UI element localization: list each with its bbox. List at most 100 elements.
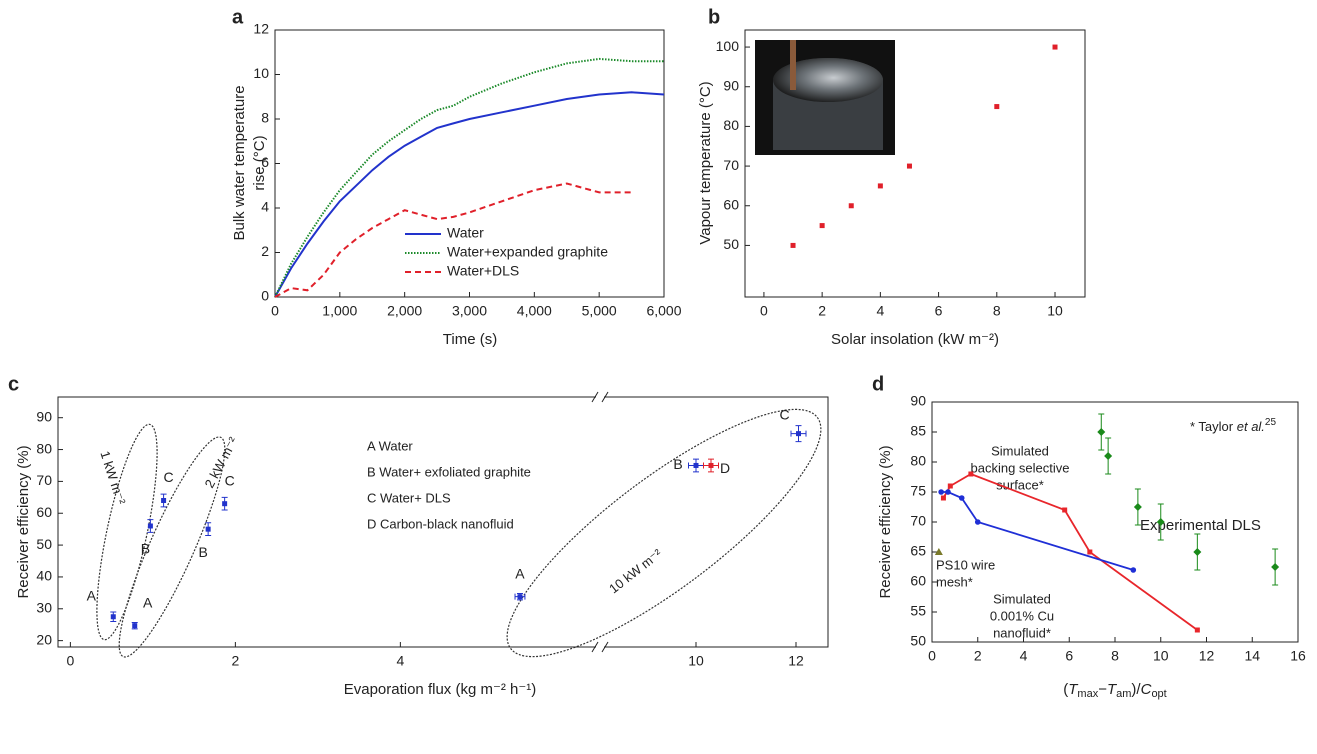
marker xyxy=(1104,452,1113,460)
annotation-part: et al. xyxy=(1237,419,1265,434)
marker xyxy=(796,431,801,437)
point-label: A xyxy=(87,587,97,603)
y-axis-label: Receiver efficiency (%) xyxy=(877,445,894,598)
group-label: 10 kW m⁻² xyxy=(606,546,665,597)
x-tick-label: 4 xyxy=(876,303,884,319)
marker xyxy=(147,523,153,529)
point-label: A xyxy=(143,594,153,610)
y-tick-label: 50 xyxy=(723,236,739,252)
y-tick-label: 75 xyxy=(910,483,926,499)
annotation: Experimental DLS xyxy=(1140,517,1261,534)
y-tick-label: 65 xyxy=(910,543,926,559)
marker xyxy=(958,495,965,501)
marker xyxy=(693,462,699,468)
legend-label: Water+expanded graphite xyxy=(447,244,608,260)
y-axis-label: Receiver efficiency (%) xyxy=(15,445,32,598)
y-tick-label: 100 xyxy=(716,38,740,54)
marker xyxy=(1156,518,1165,526)
annotation-part: * Taylor xyxy=(1190,419,1237,434)
panel-label: c xyxy=(8,373,19,395)
marker xyxy=(517,594,523,600)
panel-label: a xyxy=(232,6,244,28)
x-tick-label: 4 xyxy=(1020,648,1028,664)
marker xyxy=(222,501,228,507)
x-tick-label: 0 xyxy=(271,303,279,319)
y-tick-label: 60 xyxy=(36,504,52,520)
label-part: ( xyxy=(1063,681,1068,698)
annotation: mesh* xyxy=(936,574,973,589)
group-label: 1 kW m⁻² xyxy=(97,449,129,507)
point-label: B xyxy=(198,544,207,560)
annotation: Simulated xyxy=(991,443,1049,458)
y-tick-label: 0 xyxy=(261,288,269,304)
y-tick-label: 80 xyxy=(910,453,926,469)
legend-label: Water+DLS xyxy=(447,263,519,279)
y-tick-label: 70 xyxy=(910,513,926,529)
y-tick-label: 60 xyxy=(910,573,926,589)
marker xyxy=(1130,567,1137,573)
axis-break-gap xyxy=(596,395,604,399)
x-tick-label: 6,000 xyxy=(646,303,681,319)
y-tick-label: 55 xyxy=(910,603,926,619)
y-tick-label: 90 xyxy=(723,77,739,93)
label-part: )/ xyxy=(1131,681,1141,698)
y-tick-label: 40 xyxy=(36,568,52,584)
x-tick-label: 4 xyxy=(396,653,404,669)
label-part: am xyxy=(1116,688,1131,700)
x-tick-label: 3,000 xyxy=(452,303,487,319)
marker xyxy=(161,498,167,504)
y-axis-label: Bulk water temperature xyxy=(231,85,248,240)
y-axis-label: rise (°C) xyxy=(251,135,268,190)
annotation: C Water+ DLS xyxy=(367,490,451,505)
x-tick-label: 12 xyxy=(1199,648,1215,664)
legend-label: Water xyxy=(447,225,484,241)
x-tick-label: 10 xyxy=(1153,648,1169,664)
y-tick-label: 2 xyxy=(261,243,269,259)
label-part: C xyxy=(1141,681,1152,698)
y-tick-label: 70 xyxy=(723,157,739,173)
group-ellipses xyxy=(96,408,822,658)
marker xyxy=(994,104,1000,110)
plot-frame xyxy=(57,396,829,648)
y-tick-label: 85 xyxy=(910,423,926,439)
marker xyxy=(934,548,943,555)
series-line xyxy=(274,182,632,298)
marker xyxy=(940,495,946,501)
marker xyxy=(1133,503,1142,511)
marker xyxy=(132,623,138,629)
marker xyxy=(1062,507,1068,513)
point-label: C xyxy=(164,469,174,485)
label-part: max xyxy=(1077,688,1098,700)
plot-frame xyxy=(744,29,1086,298)
marker xyxy=(1087,549,1093,555)
marker xyxy=(968,471,974,477)
x-tick-label: 0 xyxy=(760,303,768,319)
marker xyxy=(1271,563,1280,571)
y-tick-label: 4 xyxy=(261,199,269,215)
axis-break xyxy=(601,391,609,403)
marker xyxy=(938,489,944,495)
group-label: 2 kW m⁻² xyxy=(201,434,240,490)
y-tick-label: 50 xyxy=(36,536,52,552)
axis-break-gap xyxy=(596,645,604,649)
x-axis-label: (Tmax−Tam)/Copt xyxy=(1063,681,1166,700)
x-tick-label: 2 xyxy=(231,653,239,669)
panel-label: b xyxy=(708,6,720,28)
annotation: nanofluid* xyxy=(993,625,1051,640)
marker xyxy=(947,483,953,489)
annotation: surface* xyxy=(996,477,1044,492)
y-tick-label: 70 xyxy=(36,472,52,488)
y-tick-label: 20 xyxy=(36,631,52,647)
marker xyxy=(819,223,825,229)
x-tick-label: 5,000 xyxy=(582,303,617,319)
annotation: * Taylor et al.25 xyxy=(1190,417,1276,435)
x-tick-label: 1,000 xyxy=(322,303,357,319)
y-axis-label: Vapour temperature (°C) xyxy=(697,81,714,244)
y-tick-label: 50 xyxy=(910,633,926,649)
marker xyxy=(974,519,981,525)
label-part: T xyxy=(1107,681,1118,698)
series-line xyxy=(274,57,664,298)
x-axis-label: Evaporation flux (kg m⁻² h⁻¹) xyxy=(344,681,537,698)
label-part: T xyxy=(1068,681,1079,698)
